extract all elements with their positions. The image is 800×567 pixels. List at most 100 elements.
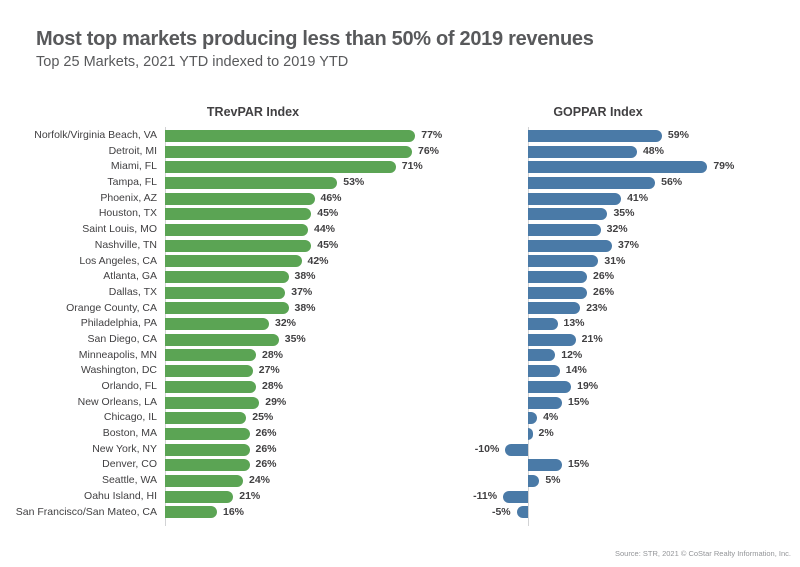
goppar-track: 56%: [460, 175, 800, 191]
trevpar-bar: [165, 380, 256, 393]
category-label: San Diego, CA: [87, 332, 157, 345]
goppar-track: 32%: [460, 222, 800, 238]
goppar-value-label: 59%: [667, 129, 689, 141]
trevpar-value-label: 44%: [314, 223, 336, 236]
trevpar-track: 44%: [165, 222, 460, 238]
trevpar-bar: [165, 129, 416, 142]
goppar-bar: [503, 490, 528, 503]
goppar-bar: [528, 286, 588, 299]
trevpar-bar: [165, 506, 217, 519]
trevpar-bar: [165, 145, 412, 158]
goppar-track: -5%: [460, 505, 800, 521]
trevpar-track: 28%: [165, 348, 460, 364]
chart-row: Los Angeles, CA 42% 31%: [0, 254, 800, 270]
goppar-value-label: 41%: [627, 191, 649, 204]
trevpar-bar: [165, 192, 315, 205]
trevpar-value-label: 37%: [291, 285, 313, 298]
goppar-value-label: 2%: [538, 427, 554, 440]
trevpar-bar: [165, 459, 250, 472]
goppar-value-label: 56%: [661, 176, 683, 189]
goppar-bar: [528, 349, 556, 362]
goppar-bar: [528, 396, 563, 409]
chart-row: Dallas, TX 37% 26%: [0, 285, 800, 301]
goppar-value-label: 26%: [593, 270, 615, 283]
trevpar-bar: [165, 239, 312, 252]
trevpar-track: 16%: [165, 505, 460, 521]
trevpar-bar: [165, 208, 312, 221]
goppar-value-label: 19%: [577, 380, 599, 392]
trevpar-bar: [165, 412, 247, 425]
goppar-track: 15%: [460, 457, 800, 473]
trevpar-value-label: 25%: [252, 411, 274, 424]
goppar-track: 48%: [460, 144, 800, 160]
goppar-track: 13%: [460, 316, 800, 332]
goppar-bar: [528, 192, 622, 205]
trevpar-track: 45%: [165, 238, 460, 254]
category-label: Miami, FL: [110, 160, 157, 173]
trevpar-value-label: 26%: [255, 458, 277, 471]
trevpar-bar: [165, 490, 234, 503]
category-label: Minneapolis, MN: [78, 348, 157, 361]
goppar-value-label: 37%: [617, 238, 639, 251]
goppar-track: 15%: [460, 395, 800, 411]
goppar-value-label: 23%: [586, 301, 608, 314]
trevpar-bar: [165, 427, 250, 440]
chart-row: San Francisco/San Mateo, CA 16% -5%: [0, 505, 800, 521]
goppar-bar: [528, 176, 656, 189]
category-label: Boston, MA: [102, 427, 157, 440]
trevpar-track: 32%: [165, 316, 460, 332]
trevpar-track: 45%: [165, 206, 460, 222]
goppar-bar: [528, 129, 662, 142]
trevpar-value-label: 76%: [418, 144, 440, 157]
trevpar-bar: [165, 443, 250, 456]
trevpar-bar: [165, 333, 279, 346]
category-label: Chicago, IL: [103, 411, 157, 424]
goppar-bar: [516, 506, 528, 519]
goppar-bar: [528, 161, 708, 174]
goppar-value-label: 21%: [581, 332, 603, 345]
goppar-track: 4%: [460, 410, 800, 426]
goppar-value-label: 48%: [642, 144, 664, 157]
trevpar-track: 24%: [165, 473, 460, 489]
chart-row: Philadelphia, PA 32% 13%: [0, 316, 800, 332]
goppar-bar: [528, 223, 601, 236]
goppar-bar: [528, 459, 563, 472]
goppar-bar: [528, 412, 538, 425]
category-label: Saint Louis, MO: [82, 223, 157, 236]
category-label: New York, NY: [92, 442, 157, 455]
trevpar-track: 76%: [165, 144, 460, 160]
category-label: Nashville, TN: [94, 238, 157, 251]
category-label: Atlanta, GA: [103, 270, 157, 283]
trevpar-value-label: 77%: [421, 129, 443, 141]
category-label: Orlando, FL: [101, 380, 157, 392]
trevpar-track: 27%: [165, 363, 460, 379]
trevpar-track: 53%: [165, 175, 460, 191]
trevpar-value-label: 16%: [223, 505, 245, 518]
goppar-track: 79%: [460, 159, 800, 175]
goppar-value-label: 14%: [565, 364, 587, 377]
chart-row: Phoenix, AZ 46% 41%: [0, 191, 800, 207]
trevpar-track: 42%: [165, 254, 460, 270]
trevpar-track: 29%: [165, 395, 460, 411]
goppar-track: 21%: [460, 332, 800, 348]
goppar-track: 59%: [460, 128, 800, 144]
goppar-bar: [528, 427, 533, 440]
goppar-value-label: -5%: [491, 505, 511, 518]
goppar-value-label: 35%: [613, 207, 635, 220]
chart-row: Detroit, MI 76% 48%: [0, 144, 800, 160]
trevpar-value-label: 45%: [317, 207, 339, 220]
chart-row: Orlando, FL 28% 19%: [0, 379, 800, 395]
trevpar-track: 38%: [165, 269, 460, 285]
trevpar-value-label: 42%: [307, 254, 329, 267]
trevpar-track: 28%: [165, 379, 460, 395]
goppar-bar: [528, 255, 599, 268]
goppar-bar: [528, 145, 637, 158]
goppar-bar: [505, 443, 528, 456]
category-label: New Orleans, LA: [77, 395, 157, 408]
trevpar-bar: [165, 474, 243, 487]
category-label: Washington, DC: [80, 364, 157, 377]
chart-row: Seattle, WA 24% 5%: [0, 473, 800, 489]
trevpar-value-label: 45%: [317, 238, 339, 251]
trevpar-bar: [165, 176, 338, 189]
goppar-track: -10%: [460, 442, 800, 458]
